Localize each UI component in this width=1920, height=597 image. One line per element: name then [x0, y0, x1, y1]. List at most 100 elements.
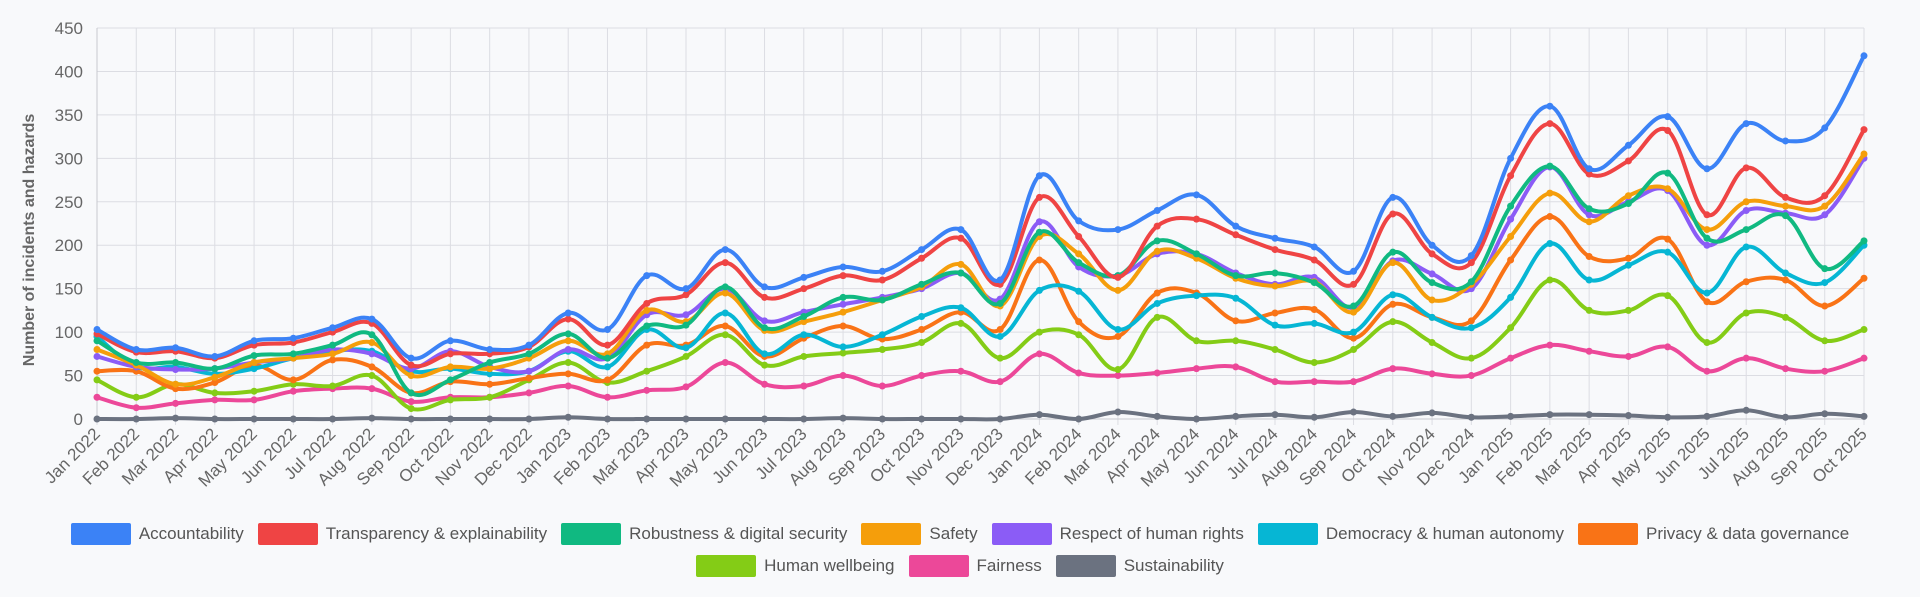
data-point-fairness[interactable] — [761, 380, 769, 388]
data-point-transparency-explainability[interactable] — [878, 276, 886, 284]
data-point-respect-of-human-rights[interactable] — [1703, 241, 1711, 249]
data-point-accountability[interactable] — [1821, 124, 1829, 132]
data-point-fairness[interactable] — [918, 372, 926, 380]
data-point-accountability[interactable] — [1310, 243, 1318, 251]
data-point-privacy-data-governance[interactable] — [1703, 298, 1711, 306]
data-point-sustainability[interactable] — [93, 415, 101, 423]
data-point-human-wellbeing[interactable] — [643, 367, 651, 375]
data-point-human-wellbeing[interactable] — [1467, 354, 1475, 362]
data-point-transparency-explainability[interactable] — [1507, 172, 1515, 180]
legend-item[interactable]: Transparency & explainability — [257, 518, 547, 550]
series-line-human-wellbeing[interactable] — [95, 277, 1866, 412]
data-point-fairness[interactable] — [1035, 350, 1043, 358]
data-point-human-wellbeing[interactable] — [1507, 324, 1515, 332]
data-point-robustness-digital-security[interactable] — [643, 322, 651, 330]
data-point-transparency-explainability[interactable] — [721, 259, 729, 267]
data-point-respect-of-human-rights[interactable] — [761, 317, 769, 325]
data-point-privacy-data-governance[interactable] — [1389, 300, 1397, 308]
data-point-democracy-human-autonomy[interactable] — [721, 309, 729, 317]
data-point-fairness[interactable] — [1585, 347, 1593, 355]
legend-item[interactable]: Fairness — [908, 550, 1042, 582]
data-point-transparency-explainability[interactable] — [1742, 164, 1750, 172]
data-point-fairness[interactable] — [1664, 343, 1672, 351]
data-point-human-wellbeing[interactable] — [1860, 326, 1868, 334]
data-point-privacy-data-governance[interactable] — [329, 356, 337, 364]
data-point-respect-of-human-rights[interactable] — [1507, 215, 1515, 223]
series-line-sustainability[interactable] — [95, 408, 1866, 422]
data-point-privacy-data-governance[interactable] — [1781, 276, 1789, 284]
data-point-safety[interactable] — [1624, 192, 1632, 200]
data-point-sustainability[interactable] — [289, 415, 297, 423]
data-point-sustainability[interactable] — [564, 413, 572, 421]
data-point-sustainability[interactable] — [643, 415, 651, 423]
data-point-safety[interactable] — [211, 373, 219, 381]
data-point-accountability[interactable] — [172, 344, 180, 352]
data-point-transparency-explainability[interactable] — [1860, 126, 1868, 134]
data-point-transparency-explainability[interactable] — [1664, 127, 1672, 135]
data-point-fairness[interactable] — [1860, 354, 1868, 362]
data-point-privacy-data-governance[interactable] — [1310, 306, 1318, 314]
data-point-respect-of-human-rights[interactable] — [1585, 211, 1593, 219]
data-point-robustness-digital-security[interactable] — [1507, 202, 1515, 210]
data-point-privacy-data-governance[interactable] — [93, 367, 101, 375]
data-point-privacy-data-governance[interactable] — [211, 379, 219, 387]
data-point-robustness-digital-security[interactable] — [132, 359, 140, 367]
data-point-human-wellbeing[interactable] — [1703, 339, 1711, 347]
data-point-respect-of-human-rights[interactable] — [368, 350, 376, 358]
data-point-fairness[interactable] — [603, 393, 611, 401]
data-point-human-wellbeing[interactable] — [1664, 292, 1672, 300]
data-point-fairness[interactable] — [1742, 354, 1750, 362]
data-point-safety[interactable] — [1271, 282, 1279, 290]
data-point-safety[interactable] — [1546, 189, 1554, 197]
data-point-safety[interactable] — [486, 365, 494, 373]
data-point-safety[interactable] — [446, 363, 454, 371]
data-point-fairness[interactable] — [1821, 367, 1829, 375]
data-point-privacy-data-governance[interactable] — [1860, 274, 1868, 282]
data-point-sustainability[interactable] — [446, 415, 454, 423]
data-point-robustness-digital-security[interactable] — [1781, 212, 1789, 220]
data-point-robustness-digital-security[interactable] — [957, 269, 965, 277]
data-point-human-wellbeing[interactable] — [839, 349, 847, 357]
data-point-democracy-human-autonomy[interactable] — [1114, 326, 1122, 334]
data-point-fairness[interactable] — [839, 372, 847, 380]
data-point-safety[interactable] — [1664, 185, 1672, 193]
data-point-fairness[interactable] — [1703, 367, 1711, 375]
data-point-transparency-explainability[interactable] — [1703, 211, 1711, 219]
data-point-accountability[interactable] — [839, 263, 847, 271]
data-point-fairness[interactable] — [1350, 378, 1358, 386]
data-point-human-wellbeing[interactable] — [564, 359, 572, 367]
data-point-human-wellbeing[interactable] — [918, 339, 926, 347]
data-point-robustness-digital-security[interactable] — [93, 337, 101, 345]
data-point-sustainability[interactable] — [1114, 408, 1122, 416]
data-point-transparency-explainability[interactable] — [800, 285, 808, 293]
data-point-safety[interactable] — [1742, 198, 1750, 206]
data-point-fairness[interactable] — [1546, 341, 1554, 349]
data-point-transparency-explainability[interactable] — [407, 361, 415, 369]
data-point-transparency-explainability[interactable] — [1389, 210, 1397, 218]
legend-item[interactable]: Privacy & data governance — [1578, 518, 1849, 550]
data-point-sustainability[interactable] — [1389, 412, 1397, 420]
legend-item[interactable]: Democracy & human autonomy — [1257, 518, 1564, 550]
legend-item[interactable]: Respect of human rights — [991, 518, 1244, 550]
data-point-transparency-explainability[interactable] — [1781, 193, 1789, 201]
data-point-democracy-human-autonomy[interactable] — [878, 331, 886, 339]
data-point-sustainability[interactable] — [1428, 409, 1436, 417]
data-point-privacy-data-governance[interactable] — [996, 326, 1004, 334]
data-point-safety[interactable] — [1703, 226, 1711, 234]
data-point-privacy-data-governance[interactable] — [918, 326, 926, 334]
data-point-sustainability[interactable] — [250, 415, 258, 423]
legend-item[interactable]: Human wellbeing — [696, 550, 895, 582]
data-point-safety[interactable] — [1428, 296, 1436, 304]
data-point-accountability[interactable] — [211, 352, 219, 360]
data-point-transparency-explainability[interactable] — [1192, 215, 1200, 223]
data-point-robustness-digital-security[interactable] — [525, 350, 533, 358]
data-point-accountability[interactable] — [368, 315, 376, 323]
data-point-human-wellbeing[interactable] — [721, 331, 729, 339]
data-point-accountability[interactable] — [132, 345, 140, 353]
data-point-robustness-digital-security[interactable] — [1585, 205, 1593, 213]
data-point-fairness[interactable] — [1114, 372, 1122, 380]
data-point-transparency-explainability[interactable] — [1428, 250, 1436, 258]
data-point-fairness[interactable] — [1310, 378, 1318, 386]
data-point-accountability[interactable] — [250, 337, 258, 345]
data-point-accountability[interactable] — [1585, 165, 1593, 173]
